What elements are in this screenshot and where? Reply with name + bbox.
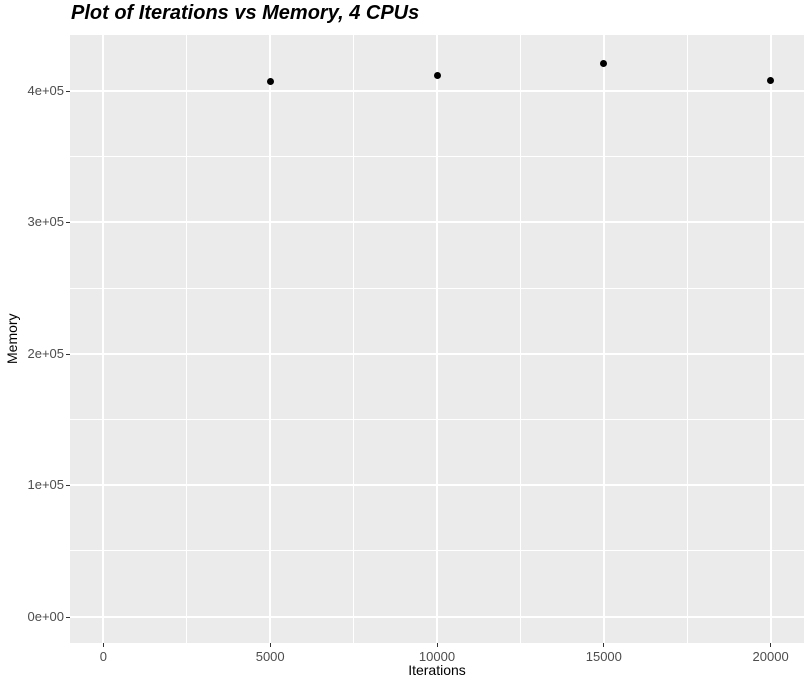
gridline-minor-x — [686, 35, 688, 643]
gridline-major-x — [269, 35, 272, 643]
y-tick-label: 2e+05 — [27, 345, 64, 361]
x-tick-mark — [603, 643, 605, 647]
data-point — [266, 78, 274, 86]
data-point — [600, 59, 608, 67]
gridline-major-x — [436, 35, 438, 643]
y-tick-mark — [66, 616, 70, 618]
gridline-minor-x — [353, 35, 355, 643]
gridline-major-y — [70, 89, 804, 92]
gridline-major-y — [70, 615, 804, 618]
gridline-major-x — [102, 35, 105, 643]
x-tick-label: 10000 — [418, 649, 456, 664]
plot-title: Plot of Iterations vs Memory, 4 CPUs — [71, 2, 420, 24]
gridline-major-x — [769, 35, 772, 643]
y-tick-mark — [66, 485, 70, 487]
y-tick-mark — [66, 353, 70, 355]
y-tick-mark — [66, 90, 70, 92]
plot-panel — [70, 35, 804, 643]
y-tick-mark — [66, 222, 70, 224]
x-tick-label: 20000 — [752, 649, 789, 664]
data-point — [433, 71, 441, 79]
x-axis-title: Iterations — [408, 662, 466, 678]
gridline-major-y — [70, 221, 804, 224]
x-tick-mark — [102, 643, 104, 647]
y-tick-label: 3e+05 — [27, 214, 64, 230]
y-tick-label: 4e+05 — [27, 82, 64, 98]
x-tick-label: 15000 — [585, 649, 622, 664]
gridline-minor-x — [519, 35, 521, 643]
gridline-major-y — [70, 352, 804, 355]
gridline-major-y — [70, 484, 804, 487]
y-tick-label: 0e+00 — [27, 608, 64, 624]
data-point — [767, 76, 775, 84]
gridline-minor-x — [186, 35, 188, 643]
x-tick-label: 0 — [99, 649, 107, 664]
y-tick-label: 1e+05 — [27, 477, 64, 493]
x-tick-label: 5000 — [255, 649, 285, 664]
x-tick-mark — [770, 643, 772, 647]
x-tick-mark — [436, 643, 438, 647]
x-tick-mark — [269, 643, 271, 647]
gridline-major-x — [602, 35, 605, 643]
y-axis-title: Memory — [4, 313, 20, 365]
